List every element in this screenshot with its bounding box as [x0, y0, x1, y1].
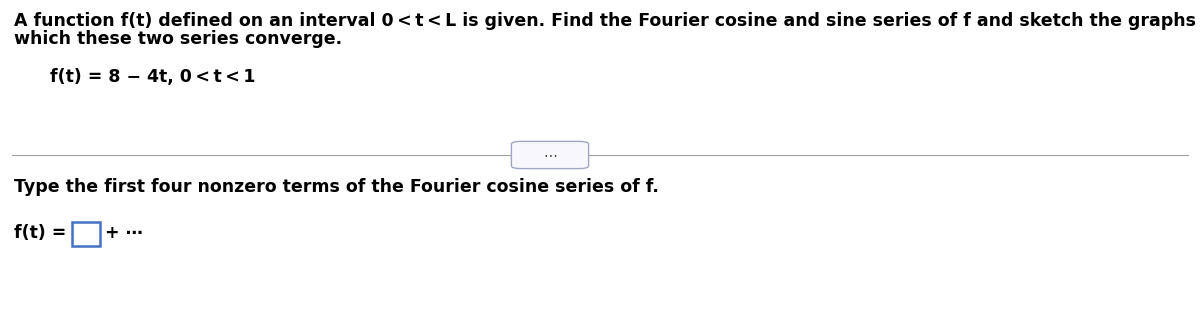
Text: A function f(t) defined on an interval 0 < t < L is given. Find the Fourier cosi: A function f(t) defined on an interval 0… — [14, 12, 1200, 30]
Text: Type the first four nonzero terms of the Fourier cosine series of f.: Type the first four nonzero terms of the… — [14, 178, 659, 196]
Text: which these two series converge.: which these two series converge. — [14, 30, 342, 48]
Text: f(t) = 8 − 4t, 0 < t < 1: f(t) = 8 − 4t, 0 < t < 1 — [50, 68, 256, 86]
Text: ⋯: ⋯ — [544, 148, 557, 162]
Text: + ⋯: + ⋯ — [106, 224, 143, 242]
Text: f(t) =: f(t) = — [14, 224, 66, 242]
